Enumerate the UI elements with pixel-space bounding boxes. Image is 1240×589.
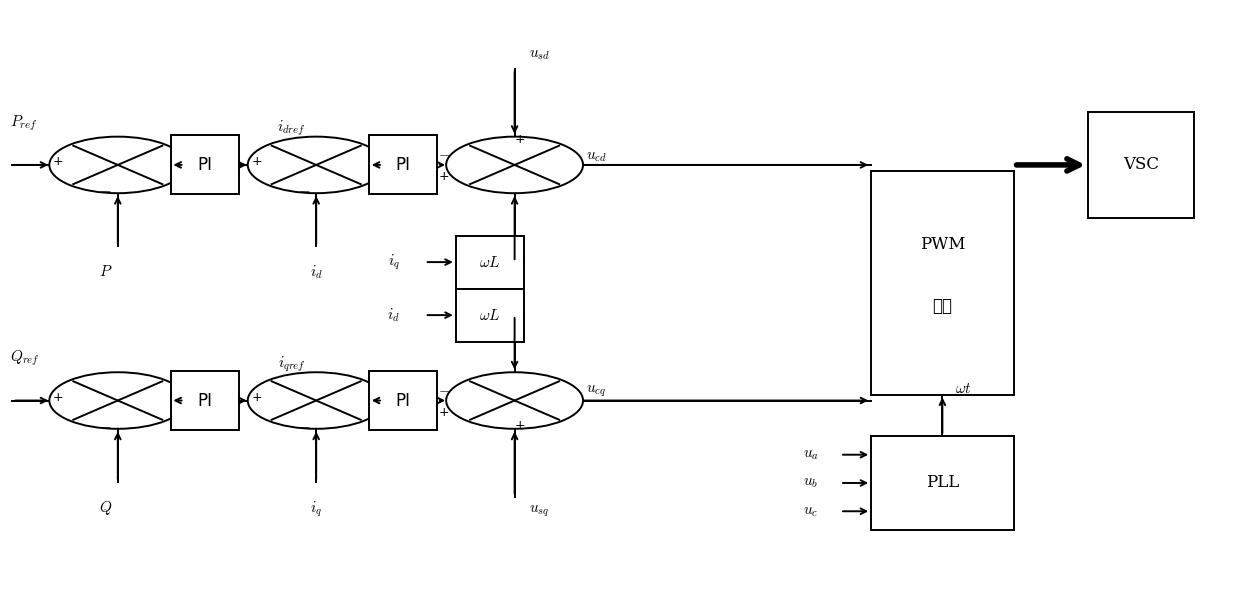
Text: $-$: $-$	[438, 381, 450, 396]
Text: $P_{ref}$: $P_{ref}$	[10, 113, 37, 133]
Text: $-$: $-$	[298, 181, 310, 197]
Text: $-$: $-$	[298, 417, 310, 432]
Text: $\omega L$: $\omega L$	[479, 307, 501, 323]
Bar	[171, 135, 238, 194]
Text: PI: PI	[396, 156, 410, 174]
Text: $i_d$: $i_d$	[310, 264, 322, 282]
Ellipse shape	[446, 372, 583, 429]
Bar	[456, 236, 523, 289]
Text: +: +	[252, 391, 262, 404]
Text: +: +	[53, 155, 63, 168]
Text: $u_{sd}$: $u_{sd}$	[529, 47, 551, 62]
Text: $P$: $P$	[99, 264, 112, 279]
Text: PI: PI	[197, 392, 212, 409]
Bar	[1089, 112, 1193, 218]
Text: VSC: VSC	[1122, 157, 1159, 173]
Text: $Q$: $Q$	[99, 499, 112, 518]
Text: $i_q$: $i_q$	[310, 499, 322, 519]
Text: $u_{cq}$: $u_{cq}$	[587, 384, 606, 399]
Text: PI: PI	[396, 392, 410, 409]
Text: $u_a$: $u_a$	[804, 447, 818, 462]
Ellipse shape	[50, 372, 186, 429]
Ellipse shape	[248, 137, 384, 193]
Text: PLL: PLL	[926, 475, 959, 491]
Text: PI: PI	[197, 156, 212, 174]
Text: $\omega t$: $\omega t$	[955, 381, 971, 396]
Text: +: +	[515, 133, 525, 146]
Text: $u_b$: $u_b$	[804, 475, 818, 491]
Text: $u_{sq}$: $u_{sq}$	[529, 504, 551, 519]
Text: $Q_{ref}$: $Q_{ref}$	[10, 349, 40, 368]
Text: $i_{qref}$: $i_{qref}$	[278, 355, 305, 374]
Text: +: +	[439, 170, 450, 183]
Text: +: +	[515, 419, 525, 432]
Text: +: +	[252, 155, 262, 168]
Bar	[870, 171, 1014, 395]
Ellipse shape	[446, 137, 583, 193]
Bar	[456, 289, 523, 342]
Ellipse shape	[50, 137, 186, 193]
Text: +: +	[53, 391, 63, 404]
Text: $u_c$: $u_c$	[804, 504, 818, 519]
Text: $u_{cd}$: $u_{cd}$	[587, 148, 606, 164]
Bar	[370, 371, 436, 430]
Text: $i_q$: $i_q$	[388, 252, 399, 272]
Text: +: +	[439, 406, 450, 419]
Text: $\omega L$: $\omega L$	[479, 254, 501, 270]
Text: $-$: $-$	[438, 145, 450, 161]
Ellipse shape	[248, 372, 384, 429]
Text: PWM: PWM	[920, 236, 965, 253]
Bar	[171, 371, 238, 430]
Bar	[870, 436, 1014, 530]
Text: $i_d$: $i_d$	[387, 306, 399, 324]
Text: $i_{dref}$: $i_{dref}$	[277, 119, 306, 138]
Text: 控制: 控制	[932, 297, 952, 315]
Text: $-$: $-$	[99, 181, 112, 197]
Text: $-$: $-$	[99, 417, 112, 432]
Bar	[370, 135, 436, 194]
